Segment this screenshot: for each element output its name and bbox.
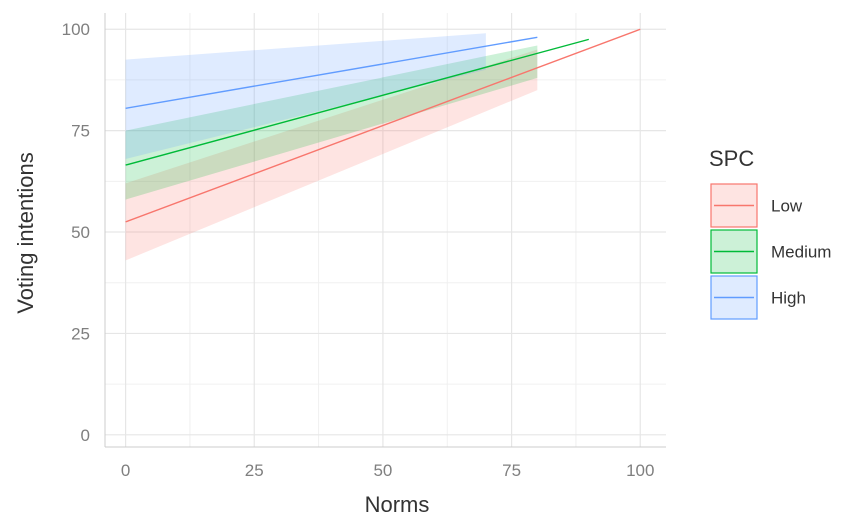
- grid: [105, 13, 666, 447]
- y-tick-label: 75: [71, 122, 90, 141]
- axes: [104, 13, 666, 448]
- legend-label-high: High: [771, 289, 806, 308]
- x-tick-label: 100: [626, 461, 654, 480]
- x-tick-label: 75: [502, 461, 521, 480]
- legend-title: SPC: [709, 146, 754, 171]
- x-tick-label: 25: [245, 461, 264, 480]
- legend: SPC Low Medium High: [709, 146, 831, 320]
- x-tick-label: 0: [121, 461, 130, 480]
- series-line-high: [125, 36, 538, 110]
- series-lines: [125, 28, 641, 223]
- plot-area: [105, 13, 666, 447]
- y-tick-label: 50: [71, 223, 90, 242]
- legend-label-medium: Medium: [771, 243, 831, 262]
- ribbon-high: [125, 33, 486, 160]
- y-tick-label: 25: [71, 324, 90, 343]
- ribbon-low: [125, 49, 538, 261]
- tick-labels: 0 25 50 75 100 0 25 50 75 100: [62, 20, 655, 480]
- series-line-low: [125, 28, 641, 223]
- y-tick-label: 100: [62, 20, 90, 39]
- plot-background: [105, 13, 666, 447]
- series-line-medium: [125, 38, 589, 166]
- legend-items: Low Medium High: [710, 183, 831, 320]
- ribbon-medium: [125, 45, 538, 200]
- x-axis-title: Norms: [365, 492, 430, 517]
- y-axis-title: Voting intentions: [13, 152, 38, 313]
- y-tick-label: 0: [81, 426, 90, 445]
- legend-label-low: Low: [771, 197, 803, 216]
- x-tick-label: 50: [373, 461, 392, 480]
- confidence-ribbons: [125, 33, 538, 261]
